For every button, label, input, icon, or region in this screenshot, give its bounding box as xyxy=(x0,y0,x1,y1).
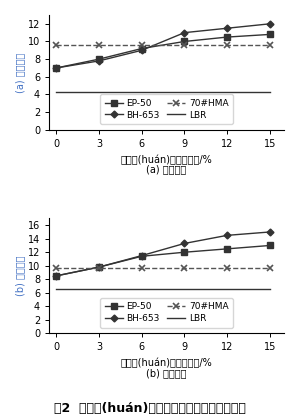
EP-50 xyxy=(97,57,101,62)
BH-653 xyxy=(183,30,186,35)
70#HMA xyxy=(140,42,144,47)
70#HMA xyxy=(225,42,229,47)
Legend: EP-50, BH-653, 70#HMA, LBR: EP-50, BH-653, 70#HMA, LBR xyxy=(100,298,233,328)
BH-653 xyxy=(97,264,101,269)
BH-653 xyxy=(140,48,144,53)
BH-653 xyxy=(54,65,58,70)
Y-axis label: (a) 初始強度: (a) 初始強度 xyxy=(15,52,25,93)
70#HMA xyxy=(97,266,101,271)
BH-653 xyxy=(225,233,229,238)
LBR xyxy=(140,89,144,94)
Legend: EP-50, BH-653, 70#HMA, LBR: EP-50, BH-653, 70#HMA, LBR xyxy=(100,94,233,124)
LBR xyxy=(54,287,58,292)
70#HMA xyxy=(183,42,186,47)
LBR xyxy=(183,89,186,94)
EP-50 xyxy=(54,65,58,70)
LBR xyxy=(97,89,101,94)
Line: EP-50: EP-50 xyxy=(54,32,273,71)
EP-50 xyxy=(54,273,58,278)
Line: 70#HMA: 70#HMA xyxy=(53,265,273,272)
BH-653 xyxy=(268,21,271,26)
EP-50 xyxy=(140,46,144,51)
Line: BH-653: BH-653 xyxy=(54,21,272,70)
BH-653 xyxy=(54,273,58,278)
LBR xyxy=(268,287,271,292)
Text: (a) 初始強度: (a) 初始強度 xyxy=(147,164,187,174)
BH-653 xyxy=(183,241,186,246)
70#HMA xyxy=(225,266,229,271)
Y-axis label: (b) 成型強度: (b) 成型強度 xyxy=(15,256,25,296)
70#HMA xyxy=(183,266,186,271)
70#HMA xyxy=(268,266,271,271)
70#HMA xyxy=(140,266,144,271)
EP-50 xyxy=(140,254,144,259)
EP-50 xyxy=(268,32,271,37)
LBR xyxy=(268,89,271,94)
EP-50 xyxy=(183,39,186,44)
EP-50 xyxy=(225,246,229,251)
LBR xyxy=(225,287,229,292)
Line: BH-653: BH-653 xyxy=(54,230,272,278)
LBR xyxy=(54,89,58,94)
BH-653 xyxy=(268,230,271,235)
BH-653 xyxy=(97,58,101,63)
70#HMA xyxy=(54,42,58,47)
EP-50 xyxy=(268,243,271,248)
Text: 圖2  水性環(huán)氧乳化型冷補料強度試驗結果: 圖2 水性環(huán)氧乳化型冷補料強度試驗結果 xyxy=(54,402,245,415)
EP-50 xyxy=(183,250,186,255)
LBR xyxy=(140,287,144,292)
Line: EP-50: EP-50 xyxy=(54,243,273,279)
70#HMA xyxy=(97,42,101,47)
LBR xyxy=(225,89,229,94)
70#HMA xyxy=(54,266,58,271)
EP-50 xyxy=(97,264,101,269)
X-axis label: 水性環(huán)氧樹脂摻量/%: 水性環(huán)氧樹脂摻量/% xyxy=(121,358,213,368)
BH-653 xyxy=(225,26,229,31)
EP-50 xyxy=(225,34,229,39)
Text: (b) 成型強度: (b) 成型強度 xyxy=(146,368,187,378)
Line: 70#HMA: 70#HMA xyxy=(53,41,273,49)
BH-653 xyxy=(140,253,144,258)
LBR xyxy=(183,287,186,292)
LBR xyxy=(97,287,101,292)
70#HMA xyxy=(268,42,271,47)
X-axis label: 水性環(huán)氧樹脂摻量/%: 水性環(huán)氧樹脂摻量/% xyxy=(121,154,213,165)
